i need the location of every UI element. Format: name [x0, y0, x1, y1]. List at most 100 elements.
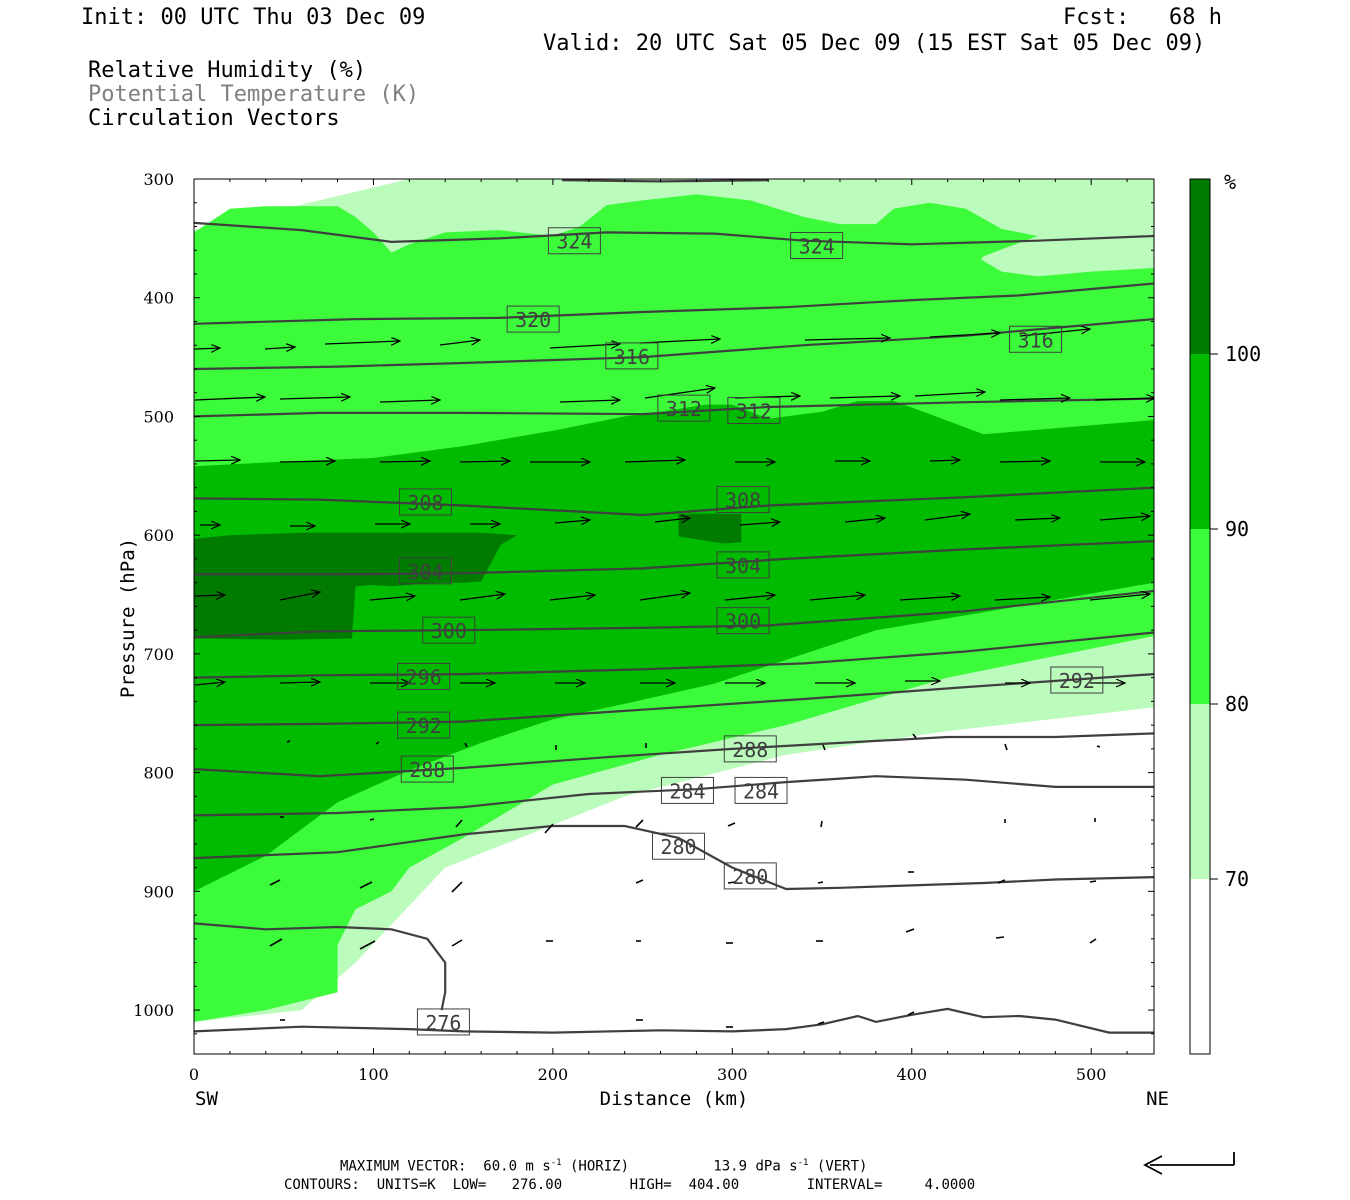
circulation-vector — [194, 595, 225, 596]
x-tick-label: 200 — [538, 1065, 569, 1084]
contour-label: 300 — [725, 610, 761, 634]
rh-100-region — [194, 532, 517, 640]
circulation-vector — [905, 928, 915, 933]
contour-label: 296 — [406, 665, 442, 689]
circulation-vector — [279, 461, 335, 462]
contour-label-box — [657, 394, 711, 422]
circulation-vector — [464, 742, 468, 748]
circulation-vector — [639, 339, 720, 343]
contour-info: CONTOURS: UNITS=K LOW= 276.00 HIGH= 404.… — [284, 1177, 976, 1193]
circulation-vector — [194, 460, 240, 461]
circulation-vector — [994, 597, 1050, 600]
circulation-vector — [1089, 880, 1097, 883]
contour-label-box — [398, 488, 452, 516]
circulation-vector — [264, 347, 295, 349]
x-tick-label: 100 — [358, 1065, 389, 1084]
circulation-vector — [1014, 518, 1060, 520]
circulation-vector — [820, 820, 823, 828]
colorbar-segment — [1190, 704, 1210, 879]
circulation-vector — [817, 881, 824, 884]
colorbar-segment — [1190, 529, 1210, 704]
circulation-vector — [1099, 516, 1150, 520]
contour-label: 304 — [725, 554, 761, 578]
x-tick-label: 400 — [896, 1065, 927, 1084]
circulation-vector — [375, 741, 380, 745]
circulation-vector — [459, 594, 505, 601]
colorbar-tick-label: 100 — [1225, 342, 1261, 366]
circulation-vector — [269, 879, 281, 886]
circulation-vector — [829, 396, 900, 398]
circulation-vector — [739, 522, 780, 525]
y-tick-label: 300 — [143, 170, 174, 189]
contour-label-box — [400, 755, 454, 783]
circulation-vector — [549, 344, 620, 348]
circulation-vector — [286, 740, 291, 743]
contour-label-box — [506, 305, 560, 333]
circulation-vector — [999, 398, 1070, 400]
contour-label: 280 — [732, 865, 768, 889]
theta-contour-316 — [194, 318, 1154, 371]
circulation-vector — [279, 397, 350, 399]
theta-contour-312 — [194, 397, 1154, 418]
y-axis-label: Pressure (hPa) — [117, 538, 139, 698]
colorbar-tick-label: 90 — [1225, 517, 1249, 541]
contour-label: 308 — [407, 491, 443, 515]
theta-contour-276 — [194, 1007, 1154, 1034]
contour-label: 320 — [515, 308, 551, 332]
contour-label: 324 — [799, 234, 835, 258]
rh-90-region — [194, 401, 1154, 892]
theta-contour-280 — [194, 824, 1154, 891]
colorbar-segment — [1190, 179, 1210, 354]
circulation-vector — [90, 342, 135, 344]
contour-label-box — [727, 397, 781, 425]
contour-label-box — [397, 711, 451, 739]
circulation-vector — [639, 593, 690, 601]
contour-label-box — [1009, 325, 1063, 353]
circulation-vector — [914, 392, 985, 396]
circulation-vector — [455, 819, 463, 828]
circulation-vector — [369, 818, 375, 821]
circulation-vector — [1019, 329, 1090, 337]
contour-label: 292 — [1059, 669, 1095, 693]
reference-vector-icon — [1143, 1152, 1235, 1175]
theta-contour-296 — [194, 631, 1154, 679]
circulation-vector — [324, 341, 400, 344]
rh-100-region — [678, 513, 742, 544]
circulation-vector — [929, 460, 960, 461]
contour-label-box — [547, 227, 601, 255]
y-tick-label: 700 — [143, 645, 174, 664]
circulation-vector — [544, 823, 554, 834]
contour-label-box — [716, 607, 770, 635]
circulation-vector — [194, 682, 225, 685]
contour-label: 288 — [732, 738, 768, 762]
circulation-vector — [1096, 745, 1101, 748]
theta-contour-304 — [194, 540, 1154, 576]
contour-label-box — [651, 832, 705, 860]
circulation-vector — [451, 881, 463, 893]
circulation-vector — [727, 822, 736, 827]
contour-label: 308 — [725, 489, 761, 513]
x-tick-label: 500 — [1076, 1065, 1107, 1084]
theta-contour-324 — [194, 221, 1154, 246]
contour-label-box — [1050, 666, 1104, 694]
circulation-vector — [924, 514, 970, 521]
colorbar-tick-label: 70 — [1225, 867, 1249, 891]
field-rh-label: Relative Humidity (%) — [88, 58, 367, 83]
colorbar-segment — [1190, 879, 1210, 1054]
x-axis-right-label: NE — [1146, 1088, 1169, 1110]
field-theta-label: Potential Temperature (K) — [88, 82, 420, 107]
circulation-vector — [995, 936, 1005, 939]
contour-label-box — [605, 342, 659, 370]
contour-label-box — [716, 486, 770, 514]
contour-label: 284 — [743, 779, 779, 803]
x-axis-label: Distance (km) — [600, 1088, 749, 1110]
circulation-vector — [194, 397, 265, 400]
y-tick-label: 1000 — [133, 1001, 174, 1020]
field-vectors-label: Circulation Vectors — [88, 106, 340, 131]
theta-contour-300 — [194, 589, 1154, 639]
circulation-vector — [727, 881, 736, 884]
y-tick-label: 900 — [143, 882, 174, 901]
colorbar-tick-label: 80 — [1225, 692, 1249, 716]
y-tick-label: 800 — [143, 764, 174, 783]
